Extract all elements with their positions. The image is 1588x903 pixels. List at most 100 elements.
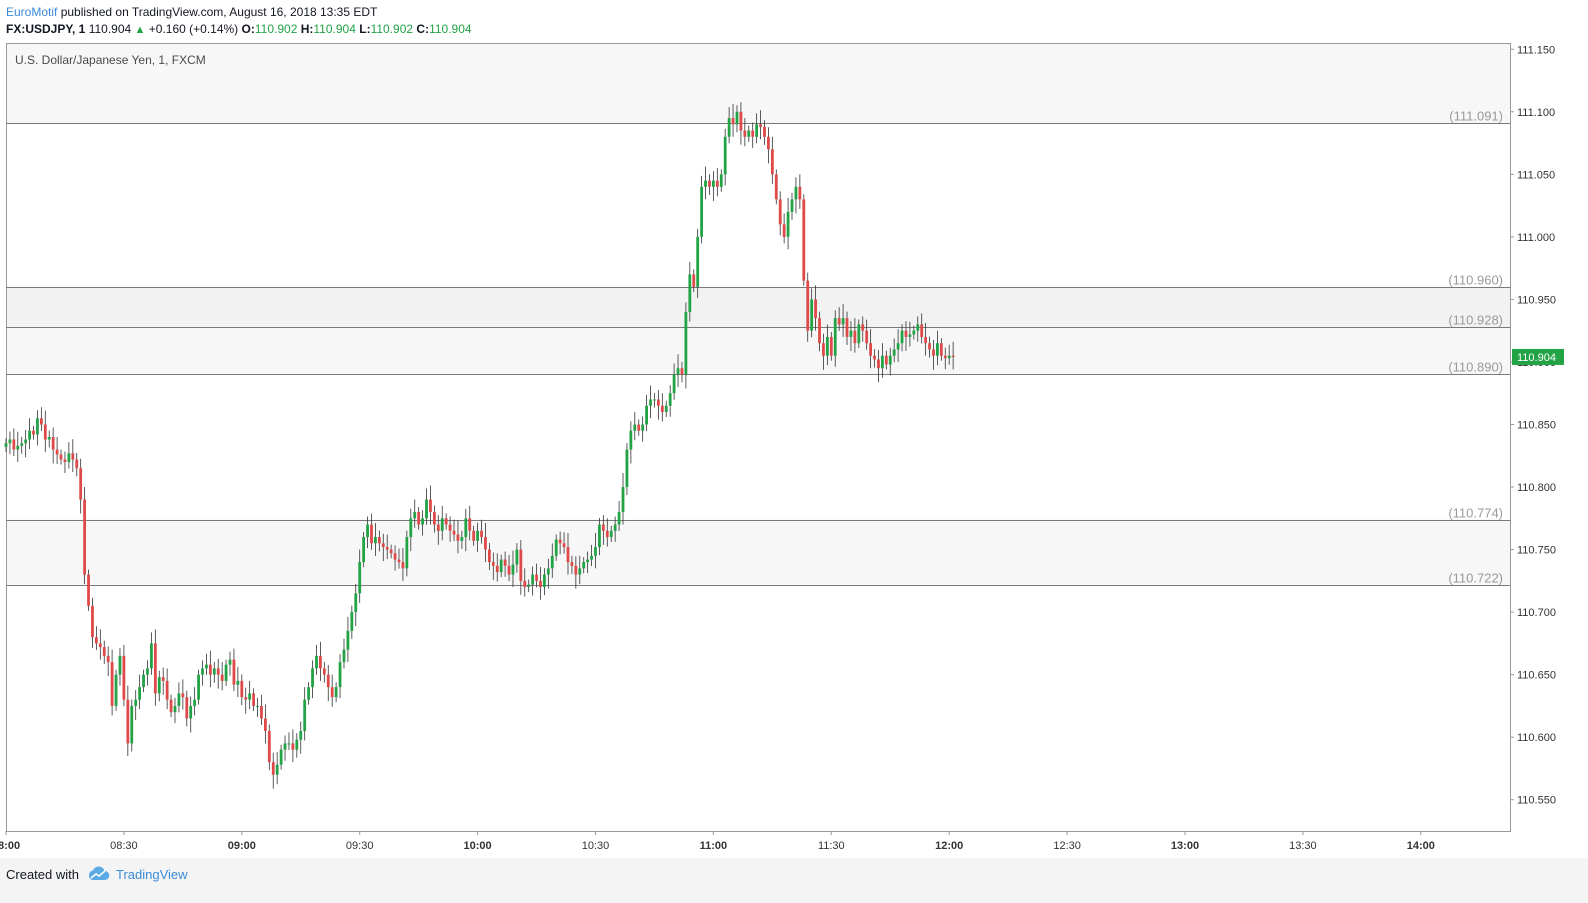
candle[interactable] xyxy=(880,343,884,378)
candle[interactable] xyxy=(444,513,448,530)
price-chart[interactable]: (111.091) (110.960) (110.928) (110.890) (110… xyxy=(0,0,1588,858)
candle[interactable] xyxy=(118,647,122,686)
candle[interactable] xyxy=(224,659,228,686)
candle[interactable] xyxy=(920,313,924,344)
candle[interactable] xyxy=(228,651,232,676)
candle[interactable] xyxy=(374,523,377,556)
candle[interactable] xyxy=(409,508,413,552)
candle[interactable] xyxy=(645,394,648,431)
candle[interactable] xyxy=(421,510,424,536)
candle[interactable] xyxy=(731,104,735,137)
candle[interactable] xyxy=(546,558,550,589)
candle[interactable] xyxy=(350,605,354,639)
candle[interactable] xyxy=(20,436,24,454)
candle[interactable] xyxy=(562,532,566,554)
candle[interactable] xyxy=(947,344,951,365)
candle[interactable] xyxy=(841,304,845,337)
candle[interactable] xyxy=(393,545,397,571)
candle[interactable] xyxy=(822,333,825,370)
candle[interactable] xyxy=(55,437,59,465)
candle[interactable] xyxy=(260,694,263,725)
candle[interactable] xyxy=(491,552,495,580)
candle[interactable] xyxy=(543,568,546,596)
candle[interactable] xyxy=(523,568,527,597)
candle[interactable] xyxy=(739,102,743,145)
candle[interactable] xyxy=(295,733,299,758)
candle[interactable] xyxy=(550,543,554,578)
candle[interactable] xyxy=(472,525,476,546)
candle[interactable] xyxy=(503,551,507,577)
candle[interactable] xyxy=(24,429,28,458)
candle[interactable] xyxy=(770,136,774,184)
candle[interactable] xyxy=(794,177,798,214)
candle[interactable] xyxy=(499,554,503,578)
candle[interactable] xyxy=(806,272,810,342)
candle[interactable] xyxy=(181,679,185,710)
candle[interactable] xyxy=(456,520,460,554)
candle[interactable] xyxy=(283,735,287,761)
candle[interactable] xyxy=(649,385,652,419)
candle[interactable] xyxy=(220,662,224,691)
candle[interactable] xyxy=(389,544,393,559)
candle[interactable] xyxy=(892,338,896,363)
candle[interactable] xyxy=(36,410,39,446)
candle[interactable] xyxy=(900,324,904,352)
candle[interactable] xyxy=(177,682,181,713)
candle[interactable] xyxy=(609,525,613,543)
candle[interactable] xyxy=(362,532,366,568)
candle[interactable] xyxy=(436,515,440,545)
candle[interactable] xyxy=(692,269,696,292)
candle[interactable] xyxy=(315,644,318,675)
candle[interactable] xyxy=(763,120,766,145)
candle[interactable] xyxy=(912,325,916,340)
candle[interactable] xyxy=(617,501,621,532)
candle[interactable] xyxy=(743,118,747,147)
candle[interactable] xyxy=(916,316,920,342)
candle[interactable] xyxy=(161,667,165,695)
candle[interactable] xyxy=(440,505,444,541)
candle[interactable] xyxy=(138,674,142,710)
candle[interactable] xyxy=(39,407,43,431)
candle[interactable] xyxy=(28,418,31,450)
candle[interactable] xyxy=(4,438,8,453)
candle[interactable] xyxy=(256,697,259,717)
candle[interactable] xyxy=(586,551,590,574)
candle[interactable] xyxy=(146,660,149,686)
candle[interactable] xyxy=(79,458,83,514)
author-link[interactable]: EuroMotif xyxy=(6,5,58,19)
candle[interactable] xyxy=(63,451,67,474)
candle[interactable] xyxy=(786,197,790,250)
candle[interactable] xyxy=(904,321,908,351)
candle[interactable] xyxy=(417,507,421,530)
candle[interactable] xyxy=(519,540,523,595)
candle[interactable] xyxy=(126,685,130,756)
candle[interactable] xyxy=(432,505,436,533)
candle[interactable] xyxy=(782,213,786,244)
candle[interactable] xyxy=(668,385,672,417)
candle[interactable] xyxy=(205,653,208,675)
candle[interactable] xyxy=(114,669,118,711)
candle[interactable] xyxy=(197,669,200,705)
candle[interactable] xyxy=(263,704,267,744)
candle[interactable] xyxy=(558,531,562,555)
candle[interactable] xyxy=(605,518,609,547)
candle[interactable] xyxy=(539,566,542,600)
candle[interactable] xyxy=(134,690,138,720)
candle[interactable] xyxy=(370,513,373,550)
candle[interactable] xyxy=(601,515,605,545)
candle[interactable] xyxy=(531,566,535,596)
candle[interactable] xyxy=(193,687,197,716)
candle[interactable] xyxy=(825,324,829,366)
candle[interactable] xyxy=(102,640,106,664)
candle[interactable] xyxy=(429,485,432,525)
candle[interactable] xyxy=(189,696,193,733)
candle[interactable] xyxy=(397,548,401,569)
candle[interactable] xyxy=(664,400,668,417)
candle[interactable] xyxy=(248,680,252,710)
candle[interactable] xyxy=(377,530,381,552)
candle[interactable] xyxy=(810,288,814,338)
candle[interactable] xyxy=(330,674,334,707)
candle[interactable] xyxy=(932,339,935,370)
candle[interactable] xyxy=(59,449,63,465)
candle[interactable] xyxy=(405,530,409,577)
